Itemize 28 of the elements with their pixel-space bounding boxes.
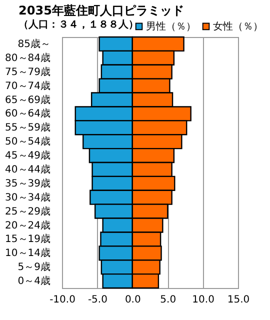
legend-label: 男性（％） bbox=[146, 20, 196, 32]
y-tick-label: 15～19歳 bbox=[5, 233, 50, 246]
y-tick-label: 0～4歳 bbox=[18, 275, 50, 288]
x-tick-label: 15.0 bbox=[227, 294, 250, 306]
y-tick-label: 20～24歳 bbox=[5, 219, 50, 232]
x-tick-label: 5.0 bbox=[160, 294, 176, 306]
y-tick-label: 75～79歳 bbox=[5, 66, 50, 78]
y-tick-label: 85歳～ bbox=[18, 38, 50, 50]
x-tick-label: 0.0 bbox=[124, 294, 141, 306]
chart-subtitle: （人口：３４，１８８人） bbox=[18, 18, 139, 30]
y-tick-label: 80～84歳 bbox=[5, 52, 50, 64]
y-tick-label: 50～54歳 bbox=[5, 136, 50, 148]
legend-label: 女性（％） bbox=[213, 20, 263, 32]
y-tick-label: 60～64歳 bbox=[5, 108, 50, 120]
y-tick-label: 65～69歳 bbox=[5, 94, 50, 106]
x-tick-label: -10.0 bbox=[50, 294, 76, 306]
y-tick-label: 55～59歳 bbox=[5, 122, 50, 134]
y-tick-label: 30～34歳 bbox=[5, 191, 50, 204]
y-tick-label: 45～49歳 bbox=[5, 150, 50, 162]
y-tick-label: 25～29歳 bbox=[5, 205, 50, 218]
y-tick-label: 10～14歳 bbox=[5, 247, 50, 260]
chart-title: 2035年藍住町人口ピラミッド bbox=[18, 3, 184, 18]
x-tick-label: 10.0 bbox=[192, 294, 214, 306]
y-tick-label: 35～39歳 bbox=[5, 177, 50, 190]
y-tick-label: 5～9歳 bbox=[18, 261, 50, 274]
y-tick-label: 40～44歳 bbox=[5, 163, 50, 176]
x-tick-label: -5.0 bbox=[88, 294, 108, 306]
y-tick-label: 70～74歳 bbox=[5, 80, 50, 92]
